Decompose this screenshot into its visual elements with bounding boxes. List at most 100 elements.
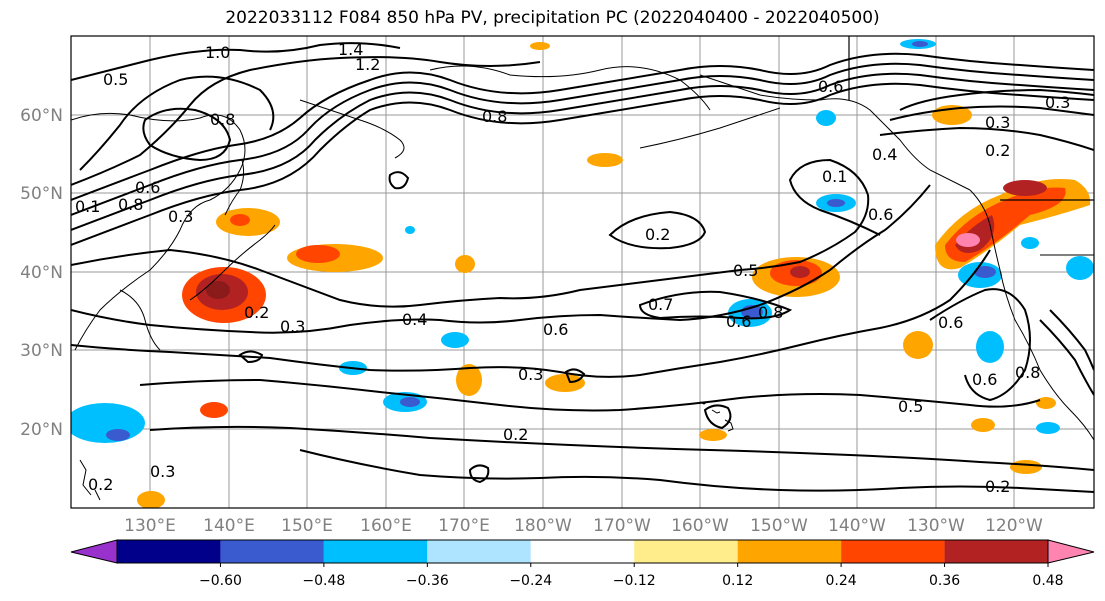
precip-blob	[1066, 256, 1094, 280]
contour-label: 0.3	[150, 462, 175, 481]
pv-contour-line	[71, 82, 1094, 246]
contour-label: 0.8	[758, 303, 783, 322]
contour-label: 0.2	[244, 303, 269, 322]
colorbar-label: −0.36	[406, 573, 449, 589]
contour-label: 0.3	[1045, 93, 1070, 112]
colorbar-label: −0.48	[302, 573, 345, 589]
pv-contour-line	[79, 75, 275, 171]
contour-label: 0.2	[985, 141, 1010, 160]
precip-blob	[971, 418, 995, 432]
contour-label: 0.5	[103, 70, 128, 89]
pv-contour-line	[299, 449, 1094, 493]
contour-label: 0.2	[503, 425, 528, 444]
contour-label: 0.4	[872, 145, 897, 164]
precip-blob	[903, 331, 933, 359]
lon-label: 170°E	[438, 516, 490, 536]
colorbar-segment	[427, 540, 531, 563]
contour-label: 0.6	[938, 313, 963, 332]
lat-label-30n: 30°N	[20, 341, 63, 361]
contour-label: 1.2	[355, 55, 380, 74]
colorbar-label: 0.24	[826, 573, 857, 589]
contour-label: 0.6	[543, 320, 568, 339]
contour-label: 0.5	[733, 261, 758, 280]
lon-label: 140°W	[828, 516, 886, 536]
precip-blob	[545, 374, 585, 392]
colorbar-extend-high	[1047, 539, 1095, 564]
colorbar-segment	[737, 540, 842, 563]
contour-label: 0.2	[645, 225, 670, 244]
pv-contour-line	[71, 72, 1094, 231]
precip-blob	[1036, 397, 1056, 409]
contour-label: 0.3	[168, 207, 193, 226]
contour-label: 0.6	[972, 370, 997, 389]
colorbar-label: 0.36	[929, 573, 960, 589]
pv-contour-line	[929, 288, 1031, 402]
colorbar-segments	[117, 540, 1048, 563]
pv-contour-line	[638, 290, 793, 320]
precip-blob	[400, 397, 420, 407]
precip-blob	[1036, 422, 1060, 434]
pv-contour-line	[71, 62, 1094, 216]
pv-contour-line	[71, 184, 931, 334]
contour-label: 0.2	[88, 475, 113, 494]
lat-label-60n: 60°N	[20, 106, 63, 126]
precip-blob	[296, 245, 340, 263]
lon-label: 150°W	[750, 516, 808, 536]
colorbar-frame	[116, 539, 1049, 564]
contour-label: 0.3	[518, 365, 543, 384]
precip-blob	[230, 214, 250, 226]
contour-label: 0.6	[868, 205, 893, 224]
contour-label: 0.3	[280, 317, 305, 336]
precip-blob	[441, 332, 469, 348]
lon-label: 140°E	[203, 516, 255, 536]
contour-label: 0.1	[75, 197, 100, 216]
colorbar: −0.60 −0.48 −0.36 −0.24 −0.12 0.12 0.24 0.36 0.4…	[70, 539, 1095, 589]
precip-blob	[206, 281, 230, 299]
colorbar-extend-low	[70, 539, 118, 564]
pv-contour-line	[71, 249, 991, 378]
colorbar-segment	[841, 540, 945, 563]
pv-contour-line	[142, 107, 232, 162]
precip-blob	[200, 402, 228, 418]
colorbar-segment	[220, 540, 324, 563]
precip-blob	[456, 364, 482, 396]
coast-islands-sw	[79, 459, 101, 501]
lon-label: 160°W	[671, 516, 729, 536]
colorbar-segment	[944, 540, 1048, 563]
contour-label: 0.8	[482, 107, 507, 126]
pv-contour-line	[71, 158, 881, 308]
coast-alaska	[699, 74, 971, 191]
lon-label: 180°W	[514, 516, 572, 536]
pv-contour-line	[703, 404, 732, 430]
lon-label: 160°E	[360, 516, 412, 536]
colorbar-tick-labels: −0.60 −0.48 −0.36 −0.24 −0.12 0.12 0.24 0.36 0.4…	[199, 563, 1064, 589]
precip-blob	[1010, 460, 1042, 474]
precip-blob	[106, 429, 130, 441]
pv-contour-line	[71, 56, 541, 186]
contour-label: 0.6	[818, 77, 843, 96]
coast-aleutians	[639, 107, 781, 149]
map-frame	[70, 35, 1095, 509]
precip-blob	[530, 42, 550, 50]
map-title: 2022033112 F084 850 hPa PV, precipitatio…	[225, 8, 880, 28]
contour-label: 0.7	[648, 295, 673, 314]
contour-label: 0.2	[985, 477, 1010, 496]
lon-label: 120°W	[985, 516, 1043, 536]
lon-label: 130°W	[907, 516, 965, 536]
precip-blob	[137, 491, 165, 508]
colorbar-label: 0.12	[722, 573, 753, 589]
colorbar-segment	[530, 540, 635, 563]
precip-blob	[71, 403, 145, 443]
colorbar-segment	[117, 540, 221, 563]
pv-contour-line	[889, 105, 1094, 121]
lat-label-50n: 50°N	[20, 184, 63, 204]
pv-contour-line	[238, 350, 264, 364]
precip-blob	[455, 255, 475, 273]
coast-korea	[119, 289, 161, 351]
precip-blob	[912, 41, 928, 47]
contour-label: 0.6	[135, 178, 160, 197]
pv-contour-line	[564, 368, 586, 384]
pv-contour-line	[139, 378, 1041, 412]
pv-contour-line	[1049, 309, 1094, 371]
